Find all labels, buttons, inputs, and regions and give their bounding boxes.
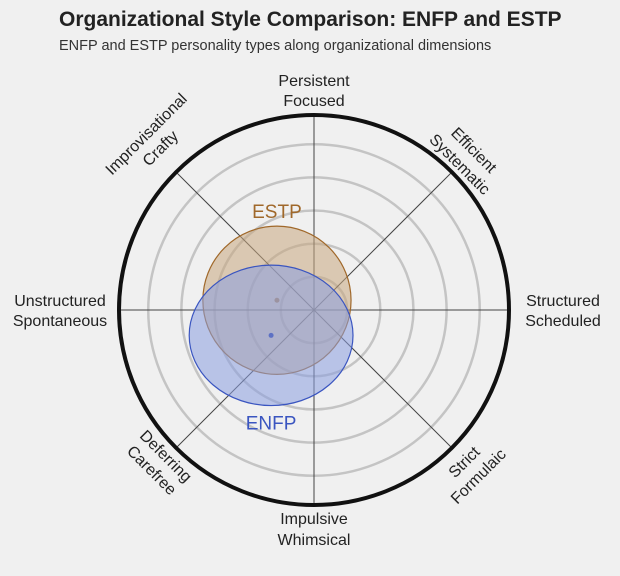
outer-circle: [117, 113, 511, 507]
estp-label: ESTP: [252, 202, 302, 223]
axis-label-top-1: Persistent: [278, 73, 350, 90]
axis-label-right-2: Scheduled: [525, 313, 601, 330]
axis-label-top-2: Focused: [283, 93, 344, 110]
axis-label-left-2: Spontaneous: [13, 313, 107, 330]
axis-label-right-1: Structured: [526, 293, 600, 310]
axis-label-left-1: Unstructured: [14, 293, 106, 310]
chart-subtitle: ENFP and ESTP personality types along or…: [59, 38, 492, 54]
chart-title: Organizational Style Comparison: ENFP an…: [59, 8, 562, 31]
axis-label-bottom-1: Impulsive: [280, 511, 348, 528]
enfp-label: ENFP: [246, 414, 297, 435]
axis-label-bottom-2: Whimsical: [278, 532, 351, 549]
enfp-center-point: [268, 332, 274, 338]
